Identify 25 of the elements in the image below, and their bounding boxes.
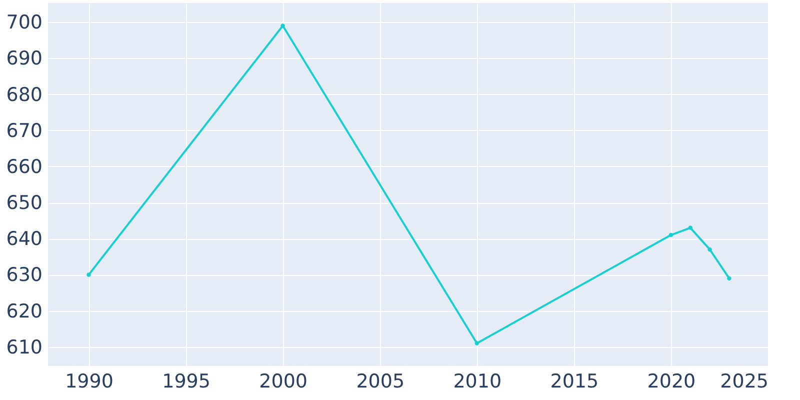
y-tick-label: 650 (6, 192, 42, 214)
point (280, 24, 285, 28)
y-tick-label: 660 (6, 156, 42, 178)
x-tick-label: 2025 (720, 370, 768, 392)
point (668, 232, 674, 238)
x-tick-label: 2000 (259, 370, 308, 392)
point (708, 247, 712, 252)
point (688, 226, 692, 230)
x-tick-label: 2015 (550, 370, 599, 392)
y-tick-label: 620 (6, 300, 42, 322)
y-tick-label: 610 (6, 336, 42, 358)
y-tick-label: 680 (6, 84, 42, 106)
y-tick-label: 700 (6, 12, 42, 34)
x-tick-label: 1995 (162, 370, 210, 392)
x-tick-label: 2005 (356, 370, 405, 392)
point (727, 276, 732, 280)
y-tick-label: 630 (6, 264, 42, 286)
x-tick-label: 1990 (65, 370, 114, 392)
y-tick-label: 690 (6, 48, 42, 70)
point (474, 341, 480, 346)
x-tick-label: 2020 (647, 370, 696, 392)
y-tick-label: 670 (6, 120, 42, 142)
y-tick-label: 640 (6, 228, 42, 250)
x-tick-label: 2010 (453, 370, 502, 392)
point (86, 272, 91, 277)
